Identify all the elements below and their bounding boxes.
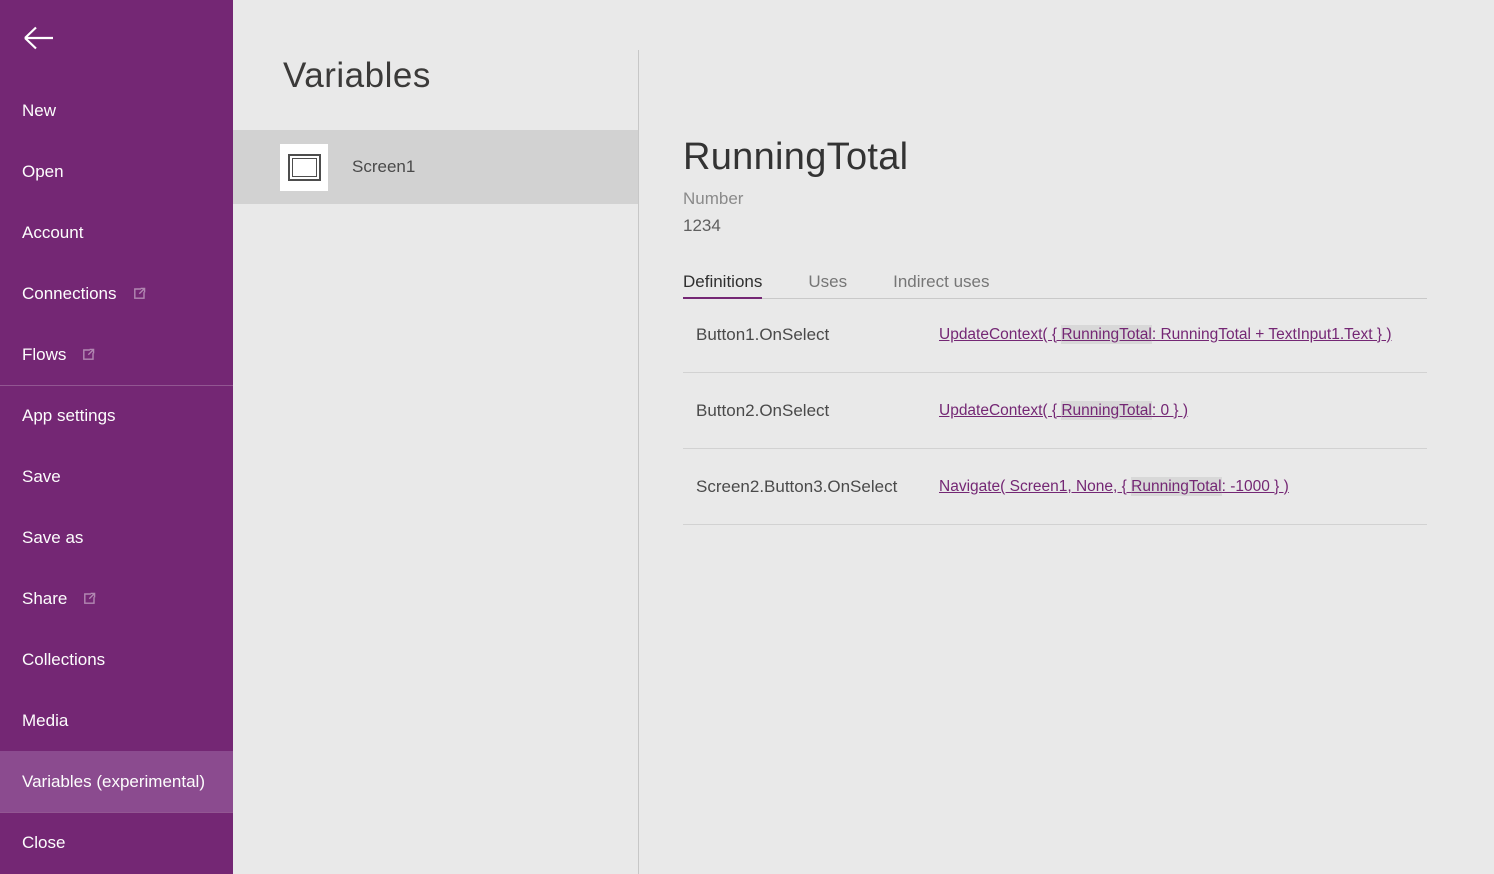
formula-prefix: UpdateContext( { [939,401,1062,419]
external-link-icon [132,286,147,301]
formula-suffix: : -1000 } ) [1221,477,1289,495]
external-link-icon [81,347,96,362]
sidebar-item-connections[interactable]: Connections [0,263,233,324]
sidebar-item-new[interactable]: New [0,80,233,141]
back-button[interactable] [19,22,57,58]
formula-prefix: Navigate( Screen1, None, { [939,477,1132,495]
definition-formula-link[interactable]: Navigate( Screen1, None, { RunningTotal:… [939,476,1289,496]
variable-name-title: RunningTotal [683,136,909,178]
definition-formula-link[interactable]: UpdateContext( { RunningTotal: RunningTo… [939,324,1392,344]
variable-type-label: Number [683,189,744,208]
definition-property: Screen2.Button3.OnSelect [696,476,898,496]
detail-tab-bar: Definitions Uses Indirect uses [683,272,1427,299]
sidebar-item-save[interactable]: Save [0,446,233,507]
sidebar-item-label: Connections [22,283,117,303]
sidebar-item-label: Save [22,466,61,486]
sidebar-item-app-settings[interactable]: App settings [0,385,233,446]
sidebar-item-flows[interactable]: Flows [0,324,233,385]
back-arrow-icon [20,22,56,59]
definition-row: Button1.OnSelect UpdateContext( { Runnin… [683,297,1427,373]
formula-prefix: UpdateContext( { [939,325,1062,343]
variable-current-value: 1234 [683,216,721,235]
sidebar-item-label: Collections [22,649,106,669]
sidebar-item-collections[interactable]: Collections [0,629,233,690]
sidebar-item-account[interactable]: Account [0,202,233,263]
tab-uses[interactable]: Uses [808,272,848,291]
definition-row: Screen2.Button3.OnSelect Navigate( Scree… [683,449,1427,525]
formula-variable-highlight: RunningTotal [1061,324,1152,344]
formula-variable-highlight: RunningTotal [1131,476,1222,496]
sidebar-item-label: Save as [22,527,84,547]
definition-formula-link[interactable]: UpdateContext( { RunningTotal: 0 } ) [939,400,1189,420]
definition-property: Button2.OnSelect [696,400,830,420]
definition-property: Button1.OnSelect [696,324,830,344]
variable-detail-pane: RunningTotal Number 1234 Definitions Use… [639,0,1494,874]
sidebar-item-label: Variables (experimental) [22,771,205,791]
sidebar-item-label: New [22,100,57,120]
definitions-table: Button1.OnSelect UpdateContext( { Runnin… [683,297,1427,525]
sidebar-item-label: Account [22,222,84,242]
sidebar-item-label: Share [22,588,68,608]
sidebar-item-close[interactable]: Close [0,812,233,873]
screen-icon [280,143,328,191]
panel-divider [638,50,639,874]
definition-row: Button2.OnSelect UpdateContext( { Runnin… [683,373,1427,449]
formula-variable-highlight: RunningTotal [1061,400,1152,420]
external-link-icon [82,591,97,606]
sidebar-item-label: Media [22,710,69,730]
sidebar-item-open[interactable]: Open [0,141,233,202]
sidebar-item-label: Flows [22,344,67,364]
tab-indirect-uses[interactable]: Indirect uses [893,272,990,291]
app-menu-sidebar: New Open Account Connections Flows [0,0,233,874]
variables-list-item-screen1[interactable]: Screen1 [233,130,638,204]
sidebar-item-variables-experimental[interactable]: Variables (experimental) [0,751,233,812]
sidebar-item-save-as[interactable]: Save as [0,507,233,568]
sidebar-item-share[interactable]: Share [0,568,233,629]
sidebar-item-media[interactable]: Media [0,690,233,751]
variables-list-panel: Variables Screen1 [233,0,638,874]
formula-suffix: : RunningTotal + TextInput1.Text } ) [1151,325,1392,343]
app-menu: New Open Account Connections Flows [0,80,233,873]
variables-panel-title: Variables [283,56,431,95]
tab-definitions[interactable]: Definitions [683,272,763,299]
sidebar-item-label: App settings [22,406,116,425]
sidebar-item-label: Close [22,833,66,852]
list-item-label: Screen1 [352,157,416,176]
sidebar-item-label: Open [22,161,64,181]
formula-suffix: : 0 } ) [1151,401,1189,419]
